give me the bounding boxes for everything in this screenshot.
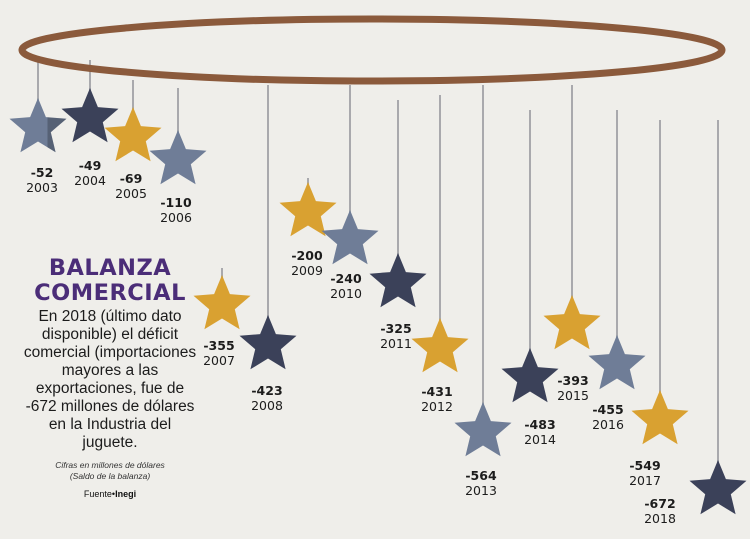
star-2014	[501, 348, 559, 403]
star-2015	[543, 295, 601, 350]
year-label: 2016	[592, 417, 624, 432]
star-2005	[104, 107, 162, 162]
star-2006	[149, 130, 207, 185]
star-shape	[369, 253, 427, 308]
star-2011	[369, 253, 427, 308]
year-label: 2015	[557, 388, 589, 403]
note-line-1: Cifras en millones de dólares	[55, 460, 165, 470]
star-shape	[631, 390, 689, 445]
label-2008: -423 2008	[251, 383, 283, 413]
value-label: -110	[160, 195, 192, 210]
value-label: -672	[644, 496, 676, 511]
year-label: 2014	[524, 432, 556, 447]
title-line-2: COMERCIAL	[34, 280, 186, 306]
value-label: -200	[291, 248, 323, 263]
value-label: -52	[30, 165, 54, 180]
label-2003: -52 2003	[26, 165, 58, 195]
star-shape	[9, 98, 67, 153]
year-label: 2005	[115, 186, 147, 201]
star-shape	[104, 107, 162, 162]
year-label: 2013	[465, 483, 497, 498]
year-label: 2007	[203, 353, 235, 368]
value-label: -564	[465, 468, 497, 483]
star-shape	[454, 402, 512, 457]
label-2017: -549 2017	[629, 458, 661, 488]
value-label: -483	[524, 417, 556, 432]
label-2010: -240 2010	[330, 271, 362, 301]
star-shape	[501, 348, 559, 403]
star-shape	[279, 182, 337, 237]
label-2018: -672 2018	[644, 496, 676, 526]
note-line-2: (Saldo de la balanza)	[69, 471, 151, 481]
stars	[9, 88, 747, 515]
label-2014: -483 2014	[524, 417, 556, 447]
value-label: -325	[380, 321, 412, 336]
star-2013	[454, 402, 512, 457]
value-label: -69	[119, 171, 143, 186]
year-label: 2003	[26, 180, 58, 195]
year-label: 2004	[74, 173, 106, 188]
star-2004	[61, 88, 119, 143]
year-label: 2011	[380, 336, 412, 351]
value-label: -455	[592, 402, 624, 417]
title-line-1: BALANZA	[48, 255, 172, 281]
value-label: -355	[203, 338, 235, 353]
label-2013: -564 2013	[465, 468, 497, 498]
units-note: Cifras en millones de dólares (Saldo de …	[20, 460, 200, 482]
label-2005: -69 2005	[115, 171, 147, 201]
info-block: BALANZA COMERCIAL En 2018 (último dato d…	[20, 256, 200, 500]
source-name: Inegi	[115, 489, 137, 499]
label-2011: -325 2011	[380, 321, 412, 351]
label-2015: -393 2015	[557, 373, 589, 403]
label-2006: -110 2006	[160, 195, 192, 225]
year-label: 2006	[160, 210, 192, 225]
label-2009: -200 2009	[291, 248, 323, 278]
star-2008	[239, 315, 297, 370]
value-label: -240	[330, 271, 362, 286]
value-label: -431	[421, 384, 453, 399]
year-label: 2017	[629, 473, 661, 488]
star-shape	[193, 275, 251, 330]
year-label: 2018	[644, 511, 676, 526]
star-2010	[321, 210, 379, 265]
year-label: 2009	[291, 263, 323, 278]
star-2017	[631, 390, 689, 445]
star-2009	[279, 182, 337, 237]
star-shape	[321, 210, 379, 265]
hoop-ring	[18, 15, 726, 85]
label-2004: -49 2004	[74, 158, 106, 188]
source-label: Fuente•	[83, 489, 116, 499]
star-shape	[149, 130, 207, 185]
strings	[37, 60, 719, 490]
description: En 2018 (último dato disponible) el défi…	[23, 308, 197, 451]
value-label: -549	[629, 458, 661, 473]
value-label: -393	[557, 373, 589, 388]
star-2012	[411, 318, 469, 373]
value-label: -423	[251, 383, 283, 398]
star-2007	[193, 275, 251, 330]
label-2012: -431 2012	[421, 384, 453, 414]
star-shape	[543, 295, 601, 350]
star-2018	[689, 460, 747, 515]
star-shape	[61, 88, 119, 143]
year-label: 2010	[330, 286, 362, 301]
source: Fuente•Inegi	[20, 489, 200, 499]
star-shape	[239, 315, 297, 370]
star-2003	[9, 98, 67, 153]
label-2016: -455 2016	[592, 402, 624, 432]
year-label: 2008	[251, 398, 283, 413]
star-shape	[588, 335, 646, 390]
label-2007: -355 2007	[203, 338, 235, 368]
chart-title: BALANZA COMERCIAL	[20, 256, 200, 306]
year-label: 2012	[421, 399, 453, 414]
star-2016	[588, 335, 646, 390]
star-shape	[411, 318, 469, 373]
star-shape	[689, 460, 747, 515]
value-label: -49	[78, 158, 102, 173]
